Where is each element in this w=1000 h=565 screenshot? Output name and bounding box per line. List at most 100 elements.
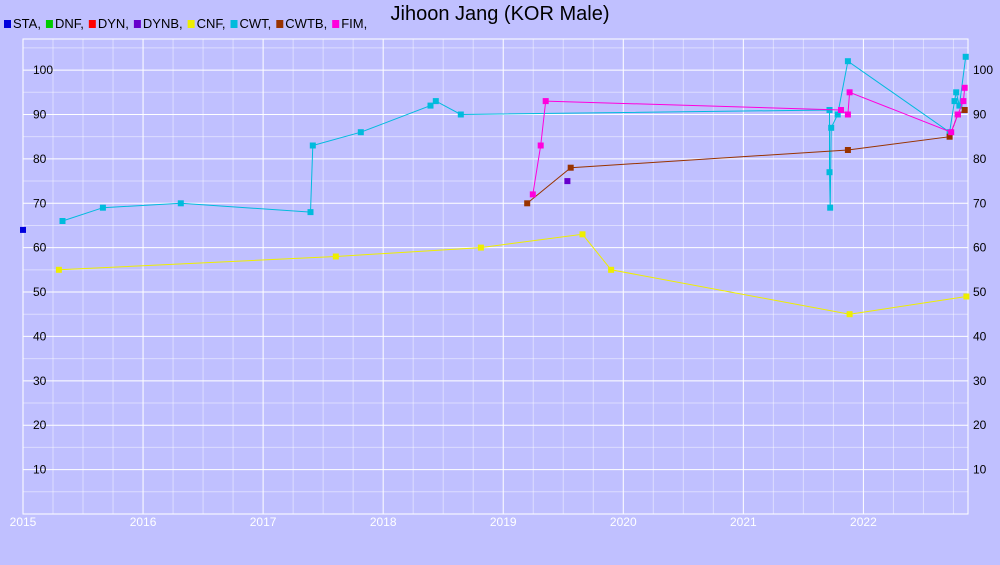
data-point-cwt: [828, 124, 835, 131]
y-tick-label-right: 90: [973, 107, 987, 121]
legend: STA, DNF, DYN, DYNB, CNF, CWT, CWTB, FIM,: [4, 16, 367, 31]
data-point-cnf: [332, 253, 339, 260]
y-tick-label-right: 100: [973, 63, 993, 77]
y-tick-label-left: 10: [33, 463, 47, 477]
series-cwt: [59, 53, 969, 224]
data-point-cwt: [457, 111, 464, 118]
data-point-cwt: [177, 200, 184, 207]
x-tick-label: 2018: [370, 515, 397, 529]
data-point-sta: [20, 226, 26, 233]
legend-item-dyn: DYN,: [88, 16, 129, 31]
data-point-cwt: [951, 98, 958, 105]
data-point-cwt: [59, 218, 66, 224]
data-point-cwt: [309, 142, 316, 149]
legend-swatch: [88, 20, 96, 28]
plot-border: [22, 38, 969, 515]
y-tick-label-left: 60: [33, 241, 47, 255]
data-point-cwtb: [567, 164, 574, 171]
y-tick-label-right: 40: [973, 329, 987, 343]
data-point-cwt: [357, 129, 364, 136]
x-tick-label: 2019: [490, 515, 517, 529]
legend-item-fim: FIM,: [332, 16, 367, 31]
legend-swatch: [133, 20, 141, 28]
y-tick-label-right: 60: [973, 241, 987, 255]
y-tick-label-right: 20: [973, 418, 987, 432]
legend-label: DYN,: [98, 16, 129, 31]
data-point-cwt: [834, 111, 841, 118]
y-tick-label-right: 80: [973, 152, 987, 166]
data-point-cnf: [963, 293, 970, 300]
series-line-cwt: [62, 56, 967, 222]
data-point-cwt: [432, 98, 439, 105]
legend-label: STA,: [13, 16, 41, 31]
data-point-fim: [960, 98, 967, 105]
data-point-cwt: [953, 89, 960, 96]
data-point-fim: [961, 84, 968, 91]
data-point-fim: [542, 98, 549, 105]
legend-label: FIM,: [341, 16, 367, 31]
x-tick-label: 2020: [610, 515, 637, 529]
y-tick-label-left: 40: [33, 329, 47, 343]
data-point-cwt: [844, 58, 851, 65]
legend-item-cwtb: CWTB,: [276, 16, 327, 31]
legend-swatch: [187, 20, 195, 28]
y-tick-label-right: 50: [973, 285, 987, 299]
y-tick-label-left: 50: [33, 285, 47, 299]
data-point-cnf: [846, 311, 853, 318]
series-fim: [529, 84, 968, 198]
legend-item-dynb: DYNB,: [133, 16, 183, 31]
data-point-cwt: [307, 209, 314, 216]
x-tick-label: 2017: [250, 515, 277, 529]
data-point-cwtb: [844, 147, 851, 153]
series-group: [20, 53, 970, 318]
y-tick-label-left: 80: [33, 152, 47, 166]
y-tick-label-left: 100: [33, 63, 53, 77]
data-point-cwt: [427, 102, 434, 109]
legend-swatch: [276, 20, 284, 28]
legend-item-dnf: DNF,: [45, 16, 84, 31]
x-tick-label: 2016: [130, 515, 157, 529]
data-point-cnf: [55, 266, 62, 273]
data-point-fim: [948, 129, 955, 136]
data-point-dynb: [564, 178, 571, 185]
data-point-cwt: [962, 53, 969, 60]
axes: 10 20 30 40 50 60 70 80 90 100 10 20 30 40 50 60 70 80 90 1…: [10, 63, 994, 529]
x-tick-label: 2015: [10, 515, 37, 529]
legend-swatch: [332, 20, 340, 28]
y-tick-label-right: 30: [973, 374, 987, 388]
legend-label: CWTB,: [285, 16, 327, 31]
x-tick-label: 2022: [850, 515, 877, 529]
data-point-cnf: [608, 266, 615, 273]
data-point-fim: [838, 107, 844, 113]
data-point-fim: [529, 191, 536, 198]
series-sta: [20, 226, 26, 233]
legend-label: DNF,: [55, 16, 84, 31]
y-tick-label-left: 30: [33, 374, 47, 388]
y-tick-label-left: 20: [33, 418, 47, 432]
series-cnf: [55, 231, 970, 318]
legend-label: CWT,: [240, 16, 272, 31]
data-point-cwt: [956, 102, 963, 109]
legend-swatch: [230, 20, 238, 28]
y-tick-label-right: 10: [973, 463, 987, 477]
data-point-cwtb: [524, 200, 531, 207]
legend-label: DYNB,: [143, 16, 183, 31]
data-point-fim: [954, 111, 961, 118]
legend-swatch: [45, 20, 53, 28]
x-tick-label: 2021: [730, 515, 757, 529]
data-point-cnf: [579, 231, 586, 238]
data-point-cwt: [827, 204, 834, 211]
y-tick-label-left: 70: [33, 196, 47, 210]
data-point-fim: [537, 142, 544, 149]
legend-item-cwt: CWT,: [230, 16, 272, 31]
legend-label: CNF,: [197, 16, 226, 31]
data-point-cwtb: [961, 107, 968, 113]
data-point-cwt: [99, 204, 106, 211]
legend-swatch: [4, 20, 11, 28]
data-point-fim: [844, 111, 851, 118]
series-line-fim: [532, 87, 966, 195]
data-point-cwtb: [946, 133, 953, 140]
